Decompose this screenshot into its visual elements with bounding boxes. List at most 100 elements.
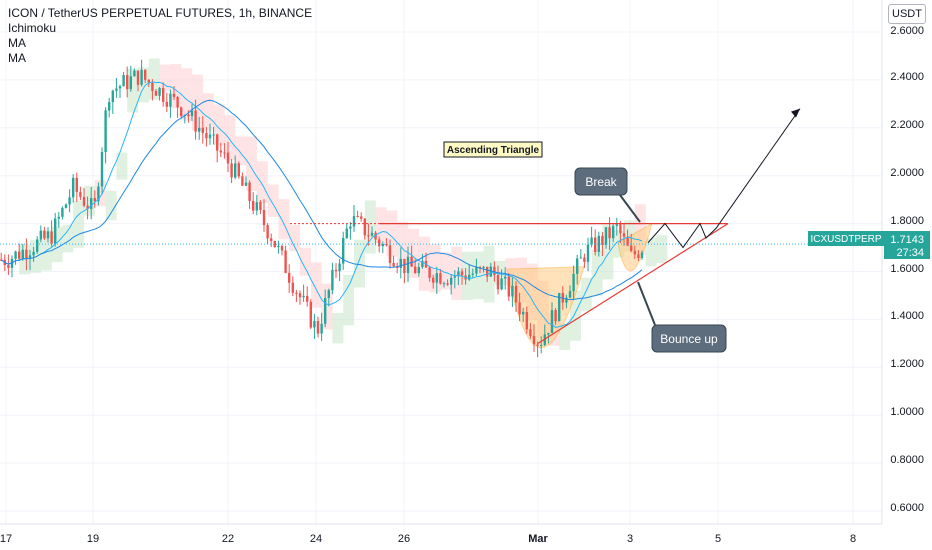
candle-body — [615, 224, 618, 226]
candle-body — [172, 93, 176, 97]
cloud-segment — [656, 235, 668, 264]
candle-body — [604, 227, 608, 245]
candle-body — [90, 198, 93, 210]
candle-body — [514, 285, 518, 303]
cloud-segment — [375, 207, 387, 244]
price-tick: 0.6000 — [890, 502, 924, 514]
candle-body — [360, 216, 363, 219]
candle-body — [594, 237, 597, 252]
candle-body — [399, 258, 402, 268]
candle-body — [558, 293, 561, 322]
candle-body — [450, 277, 453, 285]
candle-body — [547, 333, 550, 335]
candle-body — [421, 260, 424, 267]
price-tick: 0.8000 — [890, 454, 924, 466]
candle-body — [151, 82, 154, 91]
candle-body — [165, 101, 168, 107]
price-axis[interactable]: 2.6000 2.4000 2.2000 2.0000 1.8000 1.600… — [881, 0, 924, 524]
time-tick: Mar — [528, 533, 548, 545]
candle-body — [298, 293, 302, 298]
candle-body — [417, 266, 420, 274]
projection-zigzag-arrow — [647, 108, 801, 249]
candle-body — [507, 276, 510, 297]
time-tick: 22 — [222, 533, 234, 545]
candle-body — [522, 311, 525, 315]
time-tick: 17 — [0, 533, 12, 545]
indicator-ichimoku[interactable]: Ichimoku — [8, 21, 57, 35]
break-label: Break — [585, 175, 617, 189]
candle-body — [640, 252, 644, 258]
currency-selector[interactable]: USDT — [888, 4, 926, 24]
candle-body — [428, 267, 431, 278]
indicator-ma-2[interactable]: MA — [8, 51, 26, 65]
candle-body — [32, 251, 35, 256]
price-tick: 2.0000 — [890, 167, 924, 179]
candle-body — [111, 90, 114, 103]
candle-body — [201, 127, 204, 134]
ascending-support-line — [537, 223, 729, 344]
candle-body — [367, 235, 370, 237]
indicator-ma-1[interactable]: MA — [8, 36, 26, 50]
bounce-callout[interactable]: Bounce up — [637, 281, 727, 353]
candle-body — [302, 295, 305, 298]
candle-body — [453, 276, 456, 278]
break-callout[interactable]: Break — [574, 167, 641, 223]
price-tick: 1.0000 — [890, 406, 924, 418]
candle-body — [75, 177, 78, 192]
cloud-segment — [19, 244, 31, 275]
time-tick: 8 — [850, 533, 856, 545]
candle-body — [572, 273, 575, 292]
candle-body — [180, 107, 183, 117]
cloud-segment — [62, 224, 74, 253]
candle-body — [273, 240, 276, 248]
candle-body — [403, 258, 406, 274]
price-tick: 1.6000 — [890, 263, 924, 275]
candle-body — [86, 205, 89, 210]
time-axis[interactable]: 17 19 22 24 26 Mar 3 5 8 — [0, 523, 882, 545]
candle-body — [147, 79, 150, 83]
candle-body — [176, 96, 179, 108]
candle-body — [248, 182, 251, 202]
candle-body — [363, 218, 366, 236]
pattern-label-box[interactable] — [443, 141, 543, 158]
candle-body — [374, 232, 377, 240]
candle-body — [583, 257, 586, 262]
cloud-segment — [289, 225, 301, 252]
candle-body — [79, 191, 82, 197]
candle-body — [486, 266, 489, 277]
candle-body — [169, 93, 172, 107]
candle-body — [39, 230, 42, 240]
last-price-value: 1.7143 — [890, 234, 924, 246]
candle-body — [349, 226, 352, 229]
candle-body — [378, 239, 381, 247]
cloud-segment — [138, 67, 149, 103]
candle-body — [435, 273, 438, 283]
candle-body — [25, 249, 28, 259]
cloud-segment — [418, 236, 430, 291]
moving-average-fast — [0, 81, 643, 328]
candle-body — [388, 245, 392, 264]
candle-body — [126, 75, 129, 90]
cloud-segment — [202, 93, 214, 131]
chart-legend: ICON / TetherUS PERPETUAL FUTURES, 1h, B… — [8, 6, 312, 66]
candle-body — [280, 246, 284, 251]
candle-body — [18, 251, 21, 259]
candle-body — [496, 275, 500, 290]
candle-body — [392, 263, 395, 267]
time-tick: 24 — [310, 533, 322, 545]
candle-body — [244, 182, 248, 186]
cloud-segment — [386, 210, 398, 257]
time-tick: 19 — [87, 533, 99, 545]
candle-body — [306, 295, 309, 302]
candle-body — [511, 285, 514, 297]
candle-body — [532, 335, 536, 345]
candle-body — [162, 87, 165, 102]
cloud-segment — [213, 104, 225, 146]
cloud-segment — [159, 64, 171, 92]
candle-body — [64, 204, 68, 208]
candle-body — [457, 271, 460, 277]
candle-body — [633, 250, 636, 255]
candle-body — [219, 150, 222, 153]
candle-body — [406, 256, 410, 274]
